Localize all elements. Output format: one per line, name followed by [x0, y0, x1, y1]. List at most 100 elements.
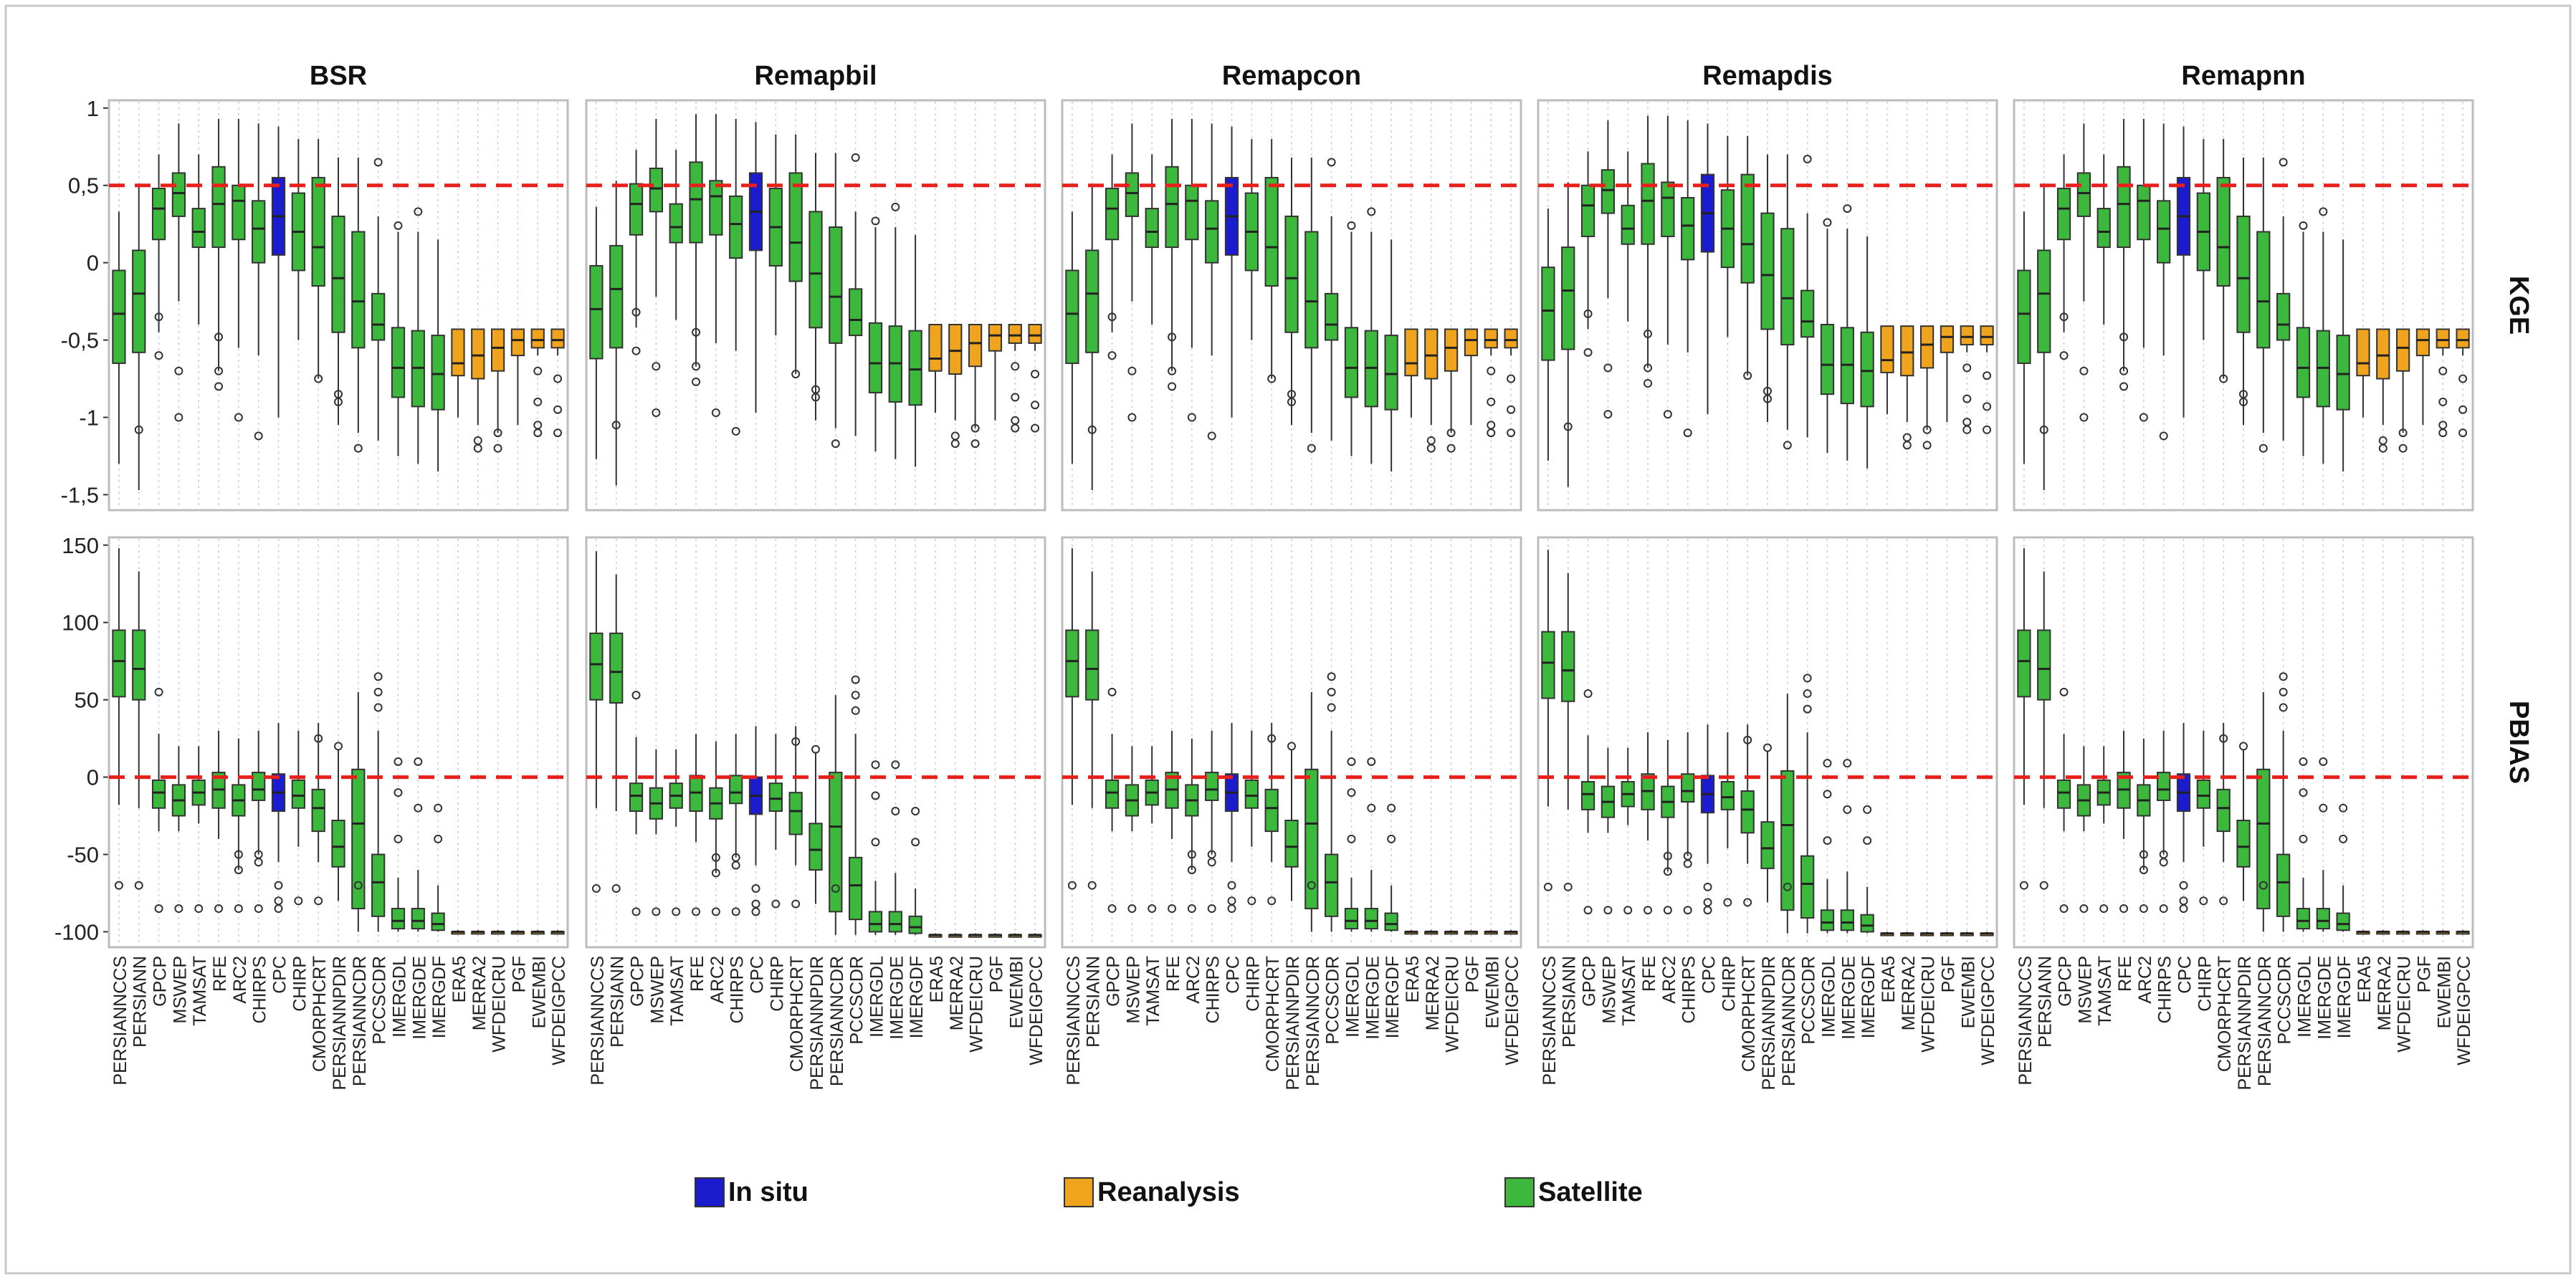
outlier-point: [1227, 904, 1236, 914]
box-body: [391, 908, 406, 930]
box-era5: [928, 323, 943, 413]
outlier-point: [1863, 836, 1872, 846]
outlier-point: [1743, 735, 1752, 744]
outlier-point: [1543, 882, 1552, 891]
outlier-point: [1168, 332, 1177, 342]
outlier-point: [1446, 428, 1456, 438]
box-cmorphcrt: [788, 134, 803, 375]
outlier-point: [1683, 906, 1692, 915]
box-tamsat: [191, 154, 206, 325]
box-cmorphcrt: [2216, 138, 2231, 379]
box-body: [1384, 912, 1398, 931]
box-arc2: [709, 114, 723, 343]
box-cpc: [748, 122, 763, 413]
outlier-point: [254, 858, 263, 867]
outlier-point: [1922, 425, 1932, 434]
outlier-point: [871, 760, 880, 770]
outlier-point: [134, 425, 143, 434]
outlier-point: [1327, 703, 1336, 712]
box-persiann: [2037, 571, 2051, 808]
x-tick-label-merra2: MERRA2: [2375, 956, 2395, 1030]
box-era5: [1404, 328, 1418, 418]
outlier-point: [2059, 351, 2069, 360]
box-body: [1424, 328, 1439, 380]
box-body: [191, 208, 206, 249]
outlier-point: [154, 687, 163, 696]
box-body: [1780, 770, 1795, 911]
legend-swatch-reanalysis: [1064, 1177, 1094, 1207]
box-body: [2276, 292, 2291, 341]
box-cmorphcrt: [2216, 723, 2231, 863]
box-body: [171, 172, 186, 217]
outlier-point: [1843, 805, 1852, 814]
box-body: [1244, 779, 1259, 809]
box-pgf: [1464, 930, 1479, 935]
box-pgf: [510, 328, 525, 426]
box-chirp: [2196, 730, 2210, 847]
outlier-point: [2279, 158, 2288, 167]
outlier-point: [2339, 834, 2348, 843]
box-pgf: [988, 933, 1003, 938]
outlier-point: [214, 382, 224, 391]
box-rfe: [211, 730, 226, 839]
box-body: [331, 215, 345, 333]
outlier-point: [2019, 881, 2028, 890]
x-tick-label-tamsat: TAMSAT: [190, 956, 210, 1026]
box-body: [1580, 781, 1595, 810]
outlier-point: [1563, 882, 1573, 891]
outlier-point: [791, 370, 801, 379]
box-chirp: [2196, 138, 2210, 340]
outlier-point: [2119, 904, 2129, 914]
outlier-point: [334, 397, 343, 406]
box-persiannccs: [1541, 209, 1555, 461]
outlier-point: [652, 907, 661, 916]
y-tick-label-kge: 0: [87, 251, 99, 276]
outlier-point: [2398, 444, 2408, 453]
box-imergdf: [908, 888, 922, 935]
outlier-point: [1187, 904, 1196, 914]
outlier-point: [1962, 394, 1972, 403]
facet-title-remapbil: Remapbil: [754, 61, 877, 91]
x-tick-label-era5: ERA5: [1879, 956, 1899, 1002]
outlier-point: [1783, 882, 1792, 891]
box-imergde: [411, 231, 425, 464]
outlier-point: [711, 907, 720, 916]
outlier-point: [1663, 906, 1672, 915]
outlier-point: [692, 377, 701, 386]
x-tick-label-imergde: IMERGDE: [409, 956, 429, 1040]
x-tick-label-wfdeigpcc: WFDEIGPCC: [1978, 956, 1998, 1065]
box-mswep: [1601, 120, 1616, 299]
x-tick-label-pgf: PGF: [2414, 956, 2434, 992]
box-persiannpdir: [808, 752, 823, 904]
box-persianncdr: [1780, 154, 1795, 430]
box-gpcp: [1105, 734, 1120, 832]
outlier-point: [672, 907, 681, 916]
outlier-point: [214, 366, 224, 375]
x-tick-label-cpc: CPC: [748, 956, 768, 994]
box-body: [629, 782, 644, 813]
x-tick-label-arc2: ARC2: [707, 956, 728, 1004]
outlier-point: [393, 834, 403, 843]
outlier-point: [2139, 850, 2148, 859]
box-persiannccs: [1065, 211, 1079, 464]
box-body: [431, 335, 445, 411]
x-tick-label-imergdf: IMERGDF: [2334, 956, 2355, 1038]
x-tick-label-wfdeicru: WFDEICRU: [1919, 956, 1939, 1053]
box-body: [1561, 246, 1575, 350]
box-body: [2276, 853, 2291, 917]
box-gpcp: [1580, 151, 1595, 330]
outlier-point: [791, 899, 801, 909]
box-gpcp: [1580, 735, 1595, 833]
box-wfdeicru: [968, 323, 983, 428]
outlier-point: [1307, 881, 1316, 890]
outlier-point: [771, 899, 781, 909]
outlier-point: [1287, 397, 1296, 406]
outlier-point: [1087, 881, 1097, 890]
box-body: [2236, 215, 2251, 333]
outlier-point: [831, 439, 840, 449]
box-imergdf: [1384, 885, 1398, 932]
outlier-point: [1583, 906, 1593, 915]
legend-label-in-situ: In situ: [728, 1177, 808, 1207]
x-tick-label-era5: ERA5: [927, 956, 947, 1002]
box-body: [1384, 335, 1398, 411]
